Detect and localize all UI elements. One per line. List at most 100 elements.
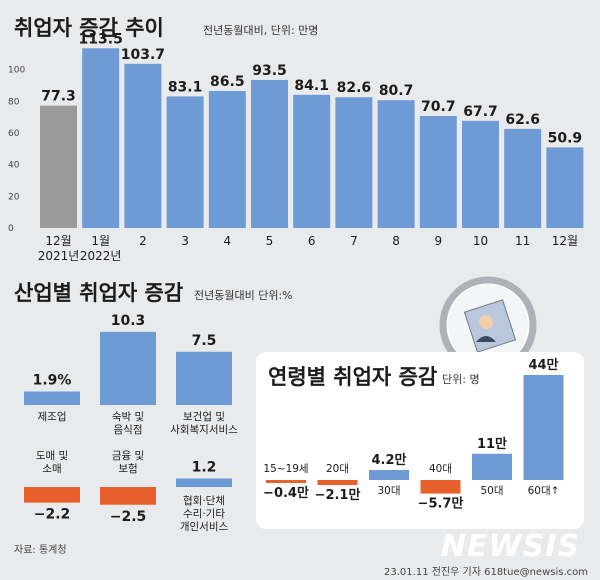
trend-value-label: 82.6	[337, 80, 372, 96]
age-category-label: 50대	[480, 485, 503, 497]
trend-y-tick: 80	[8, 97, 20, 107]
age-value-label: −0.4만	[263, 485, 309, 501]
trend-category-label: 2	[139, 234, 147, 248]
industry-chart: 산업별 취업자 증감 전년동월대비 단위:% 1.9% 제조업 10.3 숙박 및음식…	[14, 281, 293, 533]
trend-chart-title: 취업자 증감 추이	[14, 16, 164, 40]
industry-category-label: 소매	[42, 463, 61, 475]
trend-bar	[40, 105, 77, 228]
industry-category-label: 도매 및	[36, 450, 68, 462]
age-value-label: 4.2만	[372, 452, 407, 468]
industry-category-label: 보험	[118, 463, 137, 475]
age-bar	[420, 480, 461, 494]
industry-value-label: 1.2	[192, 459, 217, 475]
trend-value-label: 84.1	[294, 78, 329, 94]
industry-bar	[24, 487, 80, 503]
age-value-label: 11만	[477, 436, 507, 452]
trend-category-label: 3	[181, 234, 189, 248]
trend-bar	[124, 63, 162, 228]
trend-category-label: 4	[223, 234, 231, 248]
industry-category-label: 제조업	[38, 410, 67, 423]
trend-value-label: 86.5	[210, 74, 245, 90]
age-value-label: 44만	[528, 357, 558, 373]
industry-category-label: 보건업 및	[183, 410, 225, 423]
trend-bar	[82, 48, 120, 228]
age-chart-subtitle: 단위: 명	[442, 373, 480, 386]
trend-bar	[419, 116, 457, 228]
trend-bar	[208, 91, 246, 229]
trend-category-label: 10	[473, 234, 488, 248]
trend-value-label: 70.7	[421, 99, 456, 115]
age-category-label: 15~19세	[263, 463, 308, 475]
trend-category-label: 9	[434, 234, 442, 248]
trend-category-label: 7	[350, 234, 358, 248]
trend-bar	[462, 120, 499, 228]
industry-category-label: 음식점	[114, 424, 143, 436]
trend-category-label: 11	[515, 234, 530, 248]
trend-value-label: 62.6	[505, 112, 540, 128]
trend-chart-subtitle: 전년동월대비, 단위: 만명	[203, 24, 318, 37]
trend-y-tick: 0	[8, 224, 14, 234]
industry-bar	[176, 351, 232, 405]
age-bar	[472, 453, 512, 480]
age-category-label: 60대↑	[528, 485, 560, 497]
age-value-label: −5.7만	[418, 496, 464, 512]
industry-category-label: 숙박 및	[112, 411, 144, 423]
age-chart: 연령별 취업자 증감 단위: 명 −0.4만 15~19세 −2.1만 20대 4.2만…	[263, 357, 564, 512]
trend-bar	[166, 96, 204, 228]
reporter-credit: 23.01.11 전진우 기자 618tue@newsis.com	[384, 566, 588, 578]
trend-y-tick: 20	[8, 192, 20, 202]
industry-category-label: 수리·기타	[183, 508, 225, 520]
industry-bar	[24, 391, 80, 405]
industry-value-label: 7.5	[192, 333, 217, 349]
age-category-label: 40대	[429, 463, 452, 475]
trend-value-label: 113.5	[79, 31, 123, 47]
trend-value-label: 80.7	[379, 83, 414, 99]
age-value-label: −2.1만	[315, 487, 361, 503]
industry-category-label: 금융 및	[112, 450, 144, 462]
trend-bar	[251, 79, 288, 228]
age-bar	[266, 480, 306, 483]
industry-chart-subtitle: 전년동월대비 단위:%	[194, 289, 293, 302]
trend-value-label: 93.5	[252, 63, 287, 79]
age-bar	[369, 469, 409, 480]
industry-value-label: 1.9%	[33, 373, 72, 389]
trend-bar	[293, 94, 331, 228]
trend-category-label: 6	[308, 234, 316, 248]
trend-bar	[335, 97, 373, 228]
trend-y-tick: 60	[8, 129, 20, 139]
industry-category-label: 개인서비스	[180, 521, 229, 533]
age-bar	[523, 375, 564, 480]
trend-bar	[504, 128, 542, 228]
industry-value-label: −2.2	[34, 507, 71, 523]
trend-category-label: 5	[266, 234, 274, 248]
newsis-logo: NEWSIS	[441, 529, 580, 564]
industry-category-label: 협회·단체	[183, 494, 225, 507]
age-bar	[317, 480, 358, 486]
trend-category-year: 2022년	[80, 249, 122, 263]
trend-value-label: 67.7	[463, 104, 498, 120]
trend-y-tick: 100	[8, 66, 25, 76]
age-category-label: 30대	[377, 485, 400, 497]
source-note: 자료: 통계청	[14, 544, 67, 556]
trend-value-label: 77.3	[41, 89, 76, 105]
trend-category-year: 2021년	[38, 249, 80, 263]
industry-value-label: 10.3	[111, 313, 146, 329]
industry-bar	[100, 487, 156, 505]
trend-bar	[377, 100, 415, 228]
trend-value-label: 83.1	[168, 79, 203, 95]
trend-bar	[546, 147, 584, 228]
industry-category-label: 사회복지서비스	[170, 424, 238, 436]
trend-value-label: 50.9	[548, 130, 583, 146]
trend-value-label: 103.7	[121, 47, 165, 63]
industry-value-label: −2.5	[110, 509, 147, 525]
industry-bar	[176, 478, 232, 487]
industry-bar	[100, 331, 156, 405]
trend-y-tick: 40	[8, 161, 20, 171]
industry-chart-title: 산업별 취업자 증감	[14, 281, 183, 305]
age-category-label: 20대	[326, 463, 349, 475]
trend-category-label: 12월	[552, 234, 578, 248]
trend-category-label: 8	[392, 234, 400, 248]
trend-category-label: 1월	[91, 234, 110, 248]
